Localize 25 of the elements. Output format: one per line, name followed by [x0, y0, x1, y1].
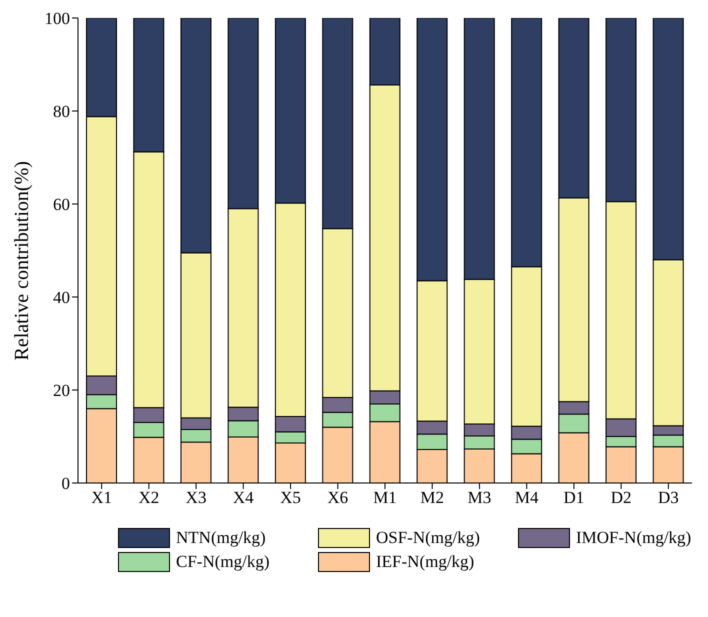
x-tick-label: M2	[420, 488, 444, 508]
x-tick-label: X6	[327, 488, 348, 508]
legend-label: OSF-N(mg/kg)	[376, 528, 480, 548]
x-tick-label: D3	[658, 488, 679, 508]
y-tick-label: 80	[53, 102, 70, 122]
legend-label: NTN(mg/kg)	[176, 528, 266, 548]
y-tick-label: 40	[53, 288, 70, 308]
y-tick-label: 0	[62, 474, 70, 494]
x-tick-label: D1	[564, 488, 584, 508]
legend-label: CF-N(mg/kg)	[176, 552, 270, 572]
x-tick-label: M3	[468, 488, 492, 508]
legend-label: IMOF-N(mg/kg)	[576, 528, 692, 548]
legend-label: IEF-N(mg/kg)	[376, 552, 474, 572]
x-tick-label: X5	[280, 488, 301, 508]
y-axis-title: Relative contribution(%)	[11, 161, 34, 360]
y-tick-label: 100	[44, 9, 70, 28]
y-tick-label: 20	[53, 381, 70, 400]
x-tick-label: X4	[232, 488, 254, 508]
x-tick-label: X2	[138, 488, 160, 508]
y-tick-label: 60	[53, 195, 70, 214]
x-tick-label: X1	[91, 488, 112, 508]
x-tick-label: M4	[514, 488, 539, 508]
x-tick-label: X3	[186, 488, 206, 508]
x-tick-label: M1	[373, 488, 397, 508]
x-tick-label: D2	[610, 488, 632, 508]
